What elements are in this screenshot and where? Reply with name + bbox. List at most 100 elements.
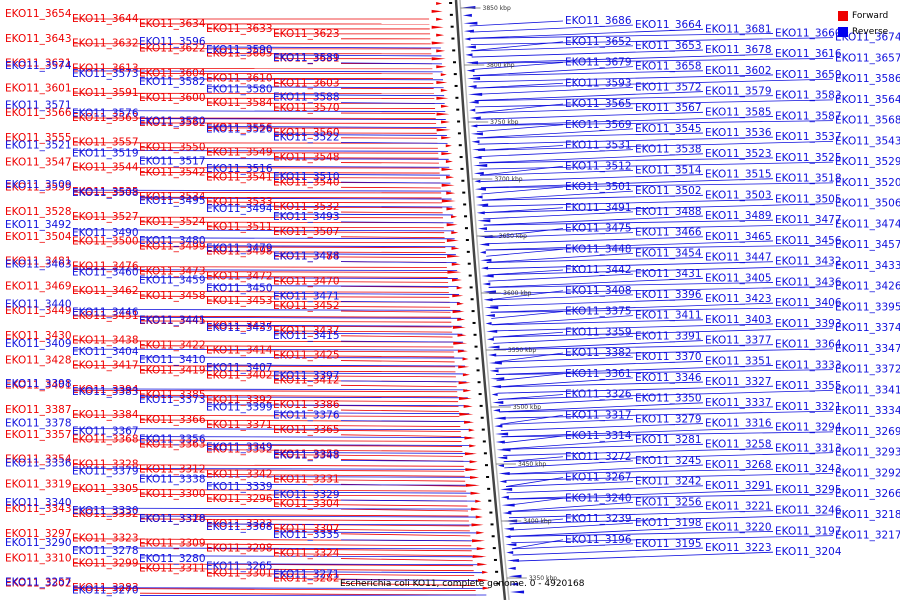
gene-label: EKO11_3441	[139, 314, 206, 326]
forward-gene-glyph	[436, 81, 447, 84]
gene-label: EKO11_3586	[835, 73, 900, 85]
locus-marker	[483, 440, 486, 442]
gene-label: EKO11_3632	[72, 38, 139, 50]
reverse-gene-glyph	[476, 196, 483, 199]
reverse-gene-glyph	[505, 535, 511, 538]
gene-label: EKO11_3462	[72, 285, 139, 297]
gene-label: EKO11_3654	[5, 8, 72, 20]
gene-label: EKO11_3585	[705, 106, 772, 118]
gene-label: EKO11_3351	[705, 355, 772, 367]
forward-gene-glyph	[477, 563, 487, 566]
reverse-gene-glyph	[491, 385, 501, 388]
gene-label: EKO11_3596	[139, 36, 206, 48]
reverse-gene-glyph	[464, 30, 474, 33]
leader-line	[341, 385, 457, 386]
forward-gene-glyph	[432, 26, 444, 29]
gene-label: EKO11_3339	[206, 481, 273, 493]
gene-label: EKO11_3406	[775, 297, 842, 309]
forward-gene-glyph	[436, 65, 446, 68]
locus-marker	[452, 49, 455, 51]
gene-label: EKO11_3459	[139, 275, 206, 287]
gene-label: EKO11_3652	[565, 36, 632, 48]
gene-label: EKO11_3355	[775, 380, 842, 392]
locus-marker	[474, 334, 477, 336]
leader-line	[341, 435, 461, 437]
reverse-gene-glyph	[506, 551, 513, 554]
gene-label: EKO11_3686	[565, 15, 632, 27]
reverse-swatch	[838, 27, 848, 37]
reverse-gene-glyph	[486, 322, 492, 325]
legend-forward-label: Forward	[852, 11, 888, 21]
reverse-gene-glyph	[490, 369, 499, 372]
locus-marker	[460, 156, 463, 158]
reverse-gene-glyph	[488, 354, 496, 357]
gene-label: EKO11_3399	[206, 402, 273, 414]
forward-gene-glyph	[452, 279, 462, 282]
leader-line	[341, 262, 457, 263]
reverse-gene-glyph	[496, 440, 505, 443]
locus-marker	[455, 97, 458, 99]
gene-label: EKO11_3310	[5, 553, 72, 565]
reverse-gene-glyph	[500, 488, 512, 491]
gene-label: EKO11_3527	[72, 211, 139, 223]
locus-marker	[473, 322, 476, 324]
gene-label: EKO11_3571	[5, 100, 72, 112]
scale-tick-label: 3500 kbp	[513, 404, 541, 411]
gene-label: EKO11_3537	[775, 131, 842, 143]
reverse-gene-glyph	[502, 504, 515, 507]
gene-label: EKO11_3377	[705, 335, 772, 347]
locus-marker	[493, 547, 496, 549]
gene-label: EKO11_3342	[206, 468, 273, 480]
gene-label: EKO11_3299	[72, 557, 139, 569]
forward-gene-glyph	[447, 223, 458, 226]
gene-label: EKO11_3492	[5, 219, 72, 231]
locus-marker	[482, 429, 485, 431]
gene-label: EKO11_3460	[72, 267, 139, 279]
gene-label: EKO11_3600	[139, 92, 206, 104]
locus-marker	[465, 227, 468, 229]
gene-label: EKO11_3335	[273, 529, 340, 541]
gene-label: EKO11_3514	[635, 164, 702, 176]
forward-gene-glyph	[472, 539, 485, 542]
reverse-gene-glyph	[473, 164, 487, 167]
gene-label: EKO11_3309	[139, 538, 206, 550]
gene-label: EKO11_3470	[273, 275, 340, 287]
gene-label: EKO11_3454	[635, 247, 702, 259]
leader-line	[341, 500, 477, 501]
locus-marker	[469, 275, 472, 277]
gene-label: EKO11_3489	[705, 210, 772, 222]
gene-label: EKO11_3503	[705, 189, 772, 201]
locus-marker	[472, 310, 475, 312]
gene-label: EKO11_3593	[565, 77, 632, 89]
forward-gene-glyph	[446, 192, 455, 195]
gene-label: EKO11_3319	[5, 478, 72, 490]
gene-label: EKO11_3616	[775, 48, 842, 60]
leader-line	[341, 381, 466, 382]
reverse-gene-glyph	[504, 527, 514, 530]
gene-label: EKO11_3447	[705, 252, 772, 264]
gene-label: EKO11_3580	[206, 84, 273, 96]
gene-label: EKO11_3679	[565, 57, 632, 69]
gene-label: EKO11_3391	[635, 330, 702, 342]
gene-label: EKO11_3643	[5, 33, 72, 45]
gene-label: EKO11_3293	[835, 447, 900, 459]
gene-label: EKO11_3308	[206, 521, 273, 533]
leader-line	[341, 540, 481, 541]
gene-label: EKO11_3505	[775, 193, 842, 205]
gene-label: EKO11_3265	[206, 561, 273, 573]
gene-label: EKO11_3475	[565, 223, 632, 235]
gene-label: EKO11_3417	[72, 359, 139, 371]
gene-label: EKO11_3387	[5, 404, 72, 416]
locus-marker	[451, 26, 454, 28]
forward-gene-glyph	[476, 531, 484, 534]
reverse-gene-glyph	[482, 282, 490, 285]
forward-gene-glyph	[436, 34, 444, 37]
forward-gene-glyph	[469, 429, 475, 432]
genome-title: Escherichia coli KO11, complete genome.	[340, 579, 527, 589]
gene-label: EKO11_3565	[565, 98, 632, 110]
locus-marker	[462, 192, 465, 194]
scale-tick-label: 3550 kbp	[508, 347, 536, 354]
reverse-gene-glyph	[464, 38, 470, 41]
locus-marker	[495, 571, 498, 573]
gene-label: EKO11_3367	[72, 426, 139, 438]
